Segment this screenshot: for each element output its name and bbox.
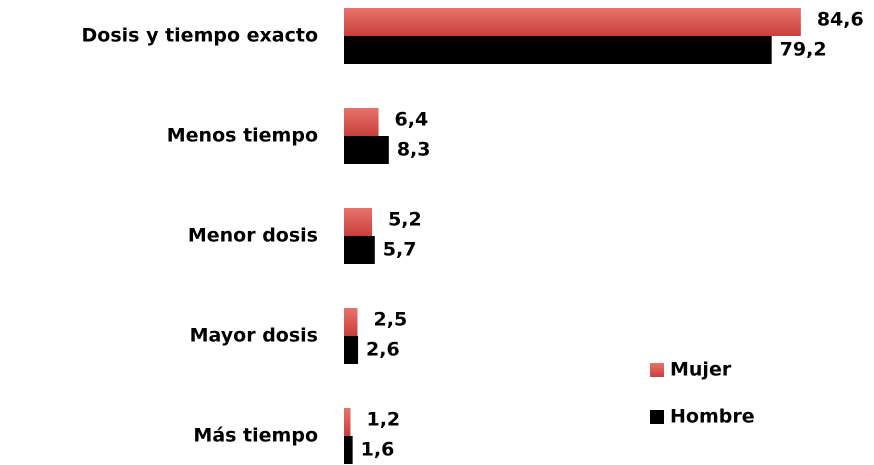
value-label: 8,3 xyxy=(397,139,431,161)
value-label: 2,6 xyxy=(366,339,400,361)
category-label: Menos tiempo xyxy=(167,125,318,147)
value-label: 84,6 xyxy=(817,9,864,31)
legend-label: Mujer xyxy=(670,359,732,381)
bar xyxy=(344,108,379,136)
value-label: 1,2 xyxy=(366,409,400,431)
bar xyxy=(344,336,359,364)
bar xyxy=(344,136,389,164)
category-label: Menor dosis xyxy=(188,225,318,247)
category-label: Dosis y tiempo exacto xyxy=(82,25,318,47)
value-label: 6,4 xyxy=(395,109,429,131)
legend-label: Hombre xyxy=(670,406,755,428)
legend-swatch xyxy=(650,363,664,377)
bar xyxy=(344,36,772,64)
value-label: 1,6 xyxy=(361,439,395,461)
bar xyxy=(344,208,373,236)
bar xyxy=(344,408,351,436)
bar xyxy=(344,236,375,264)
legend-swatch xyxy=(650,410,664,424)
value-label: 5,2 xyxy=(388,209,422,231)
bar xyxy=(344,308,358,336)
value-label: 79,2 xyxy=(780,39,827,61)
value-label: 2,5 xyxy=(374,309,408,331)
bar xyxy=(344,8,801,36)
category-label: Mayor dosis xyxy=(190,325,318,347)
category-label: Más tiempo xyxy=(193,425,318,447)
bar xyxy=(344,436,353,464)
value-label: 5,7 xyxy=(383,239,417,261)
